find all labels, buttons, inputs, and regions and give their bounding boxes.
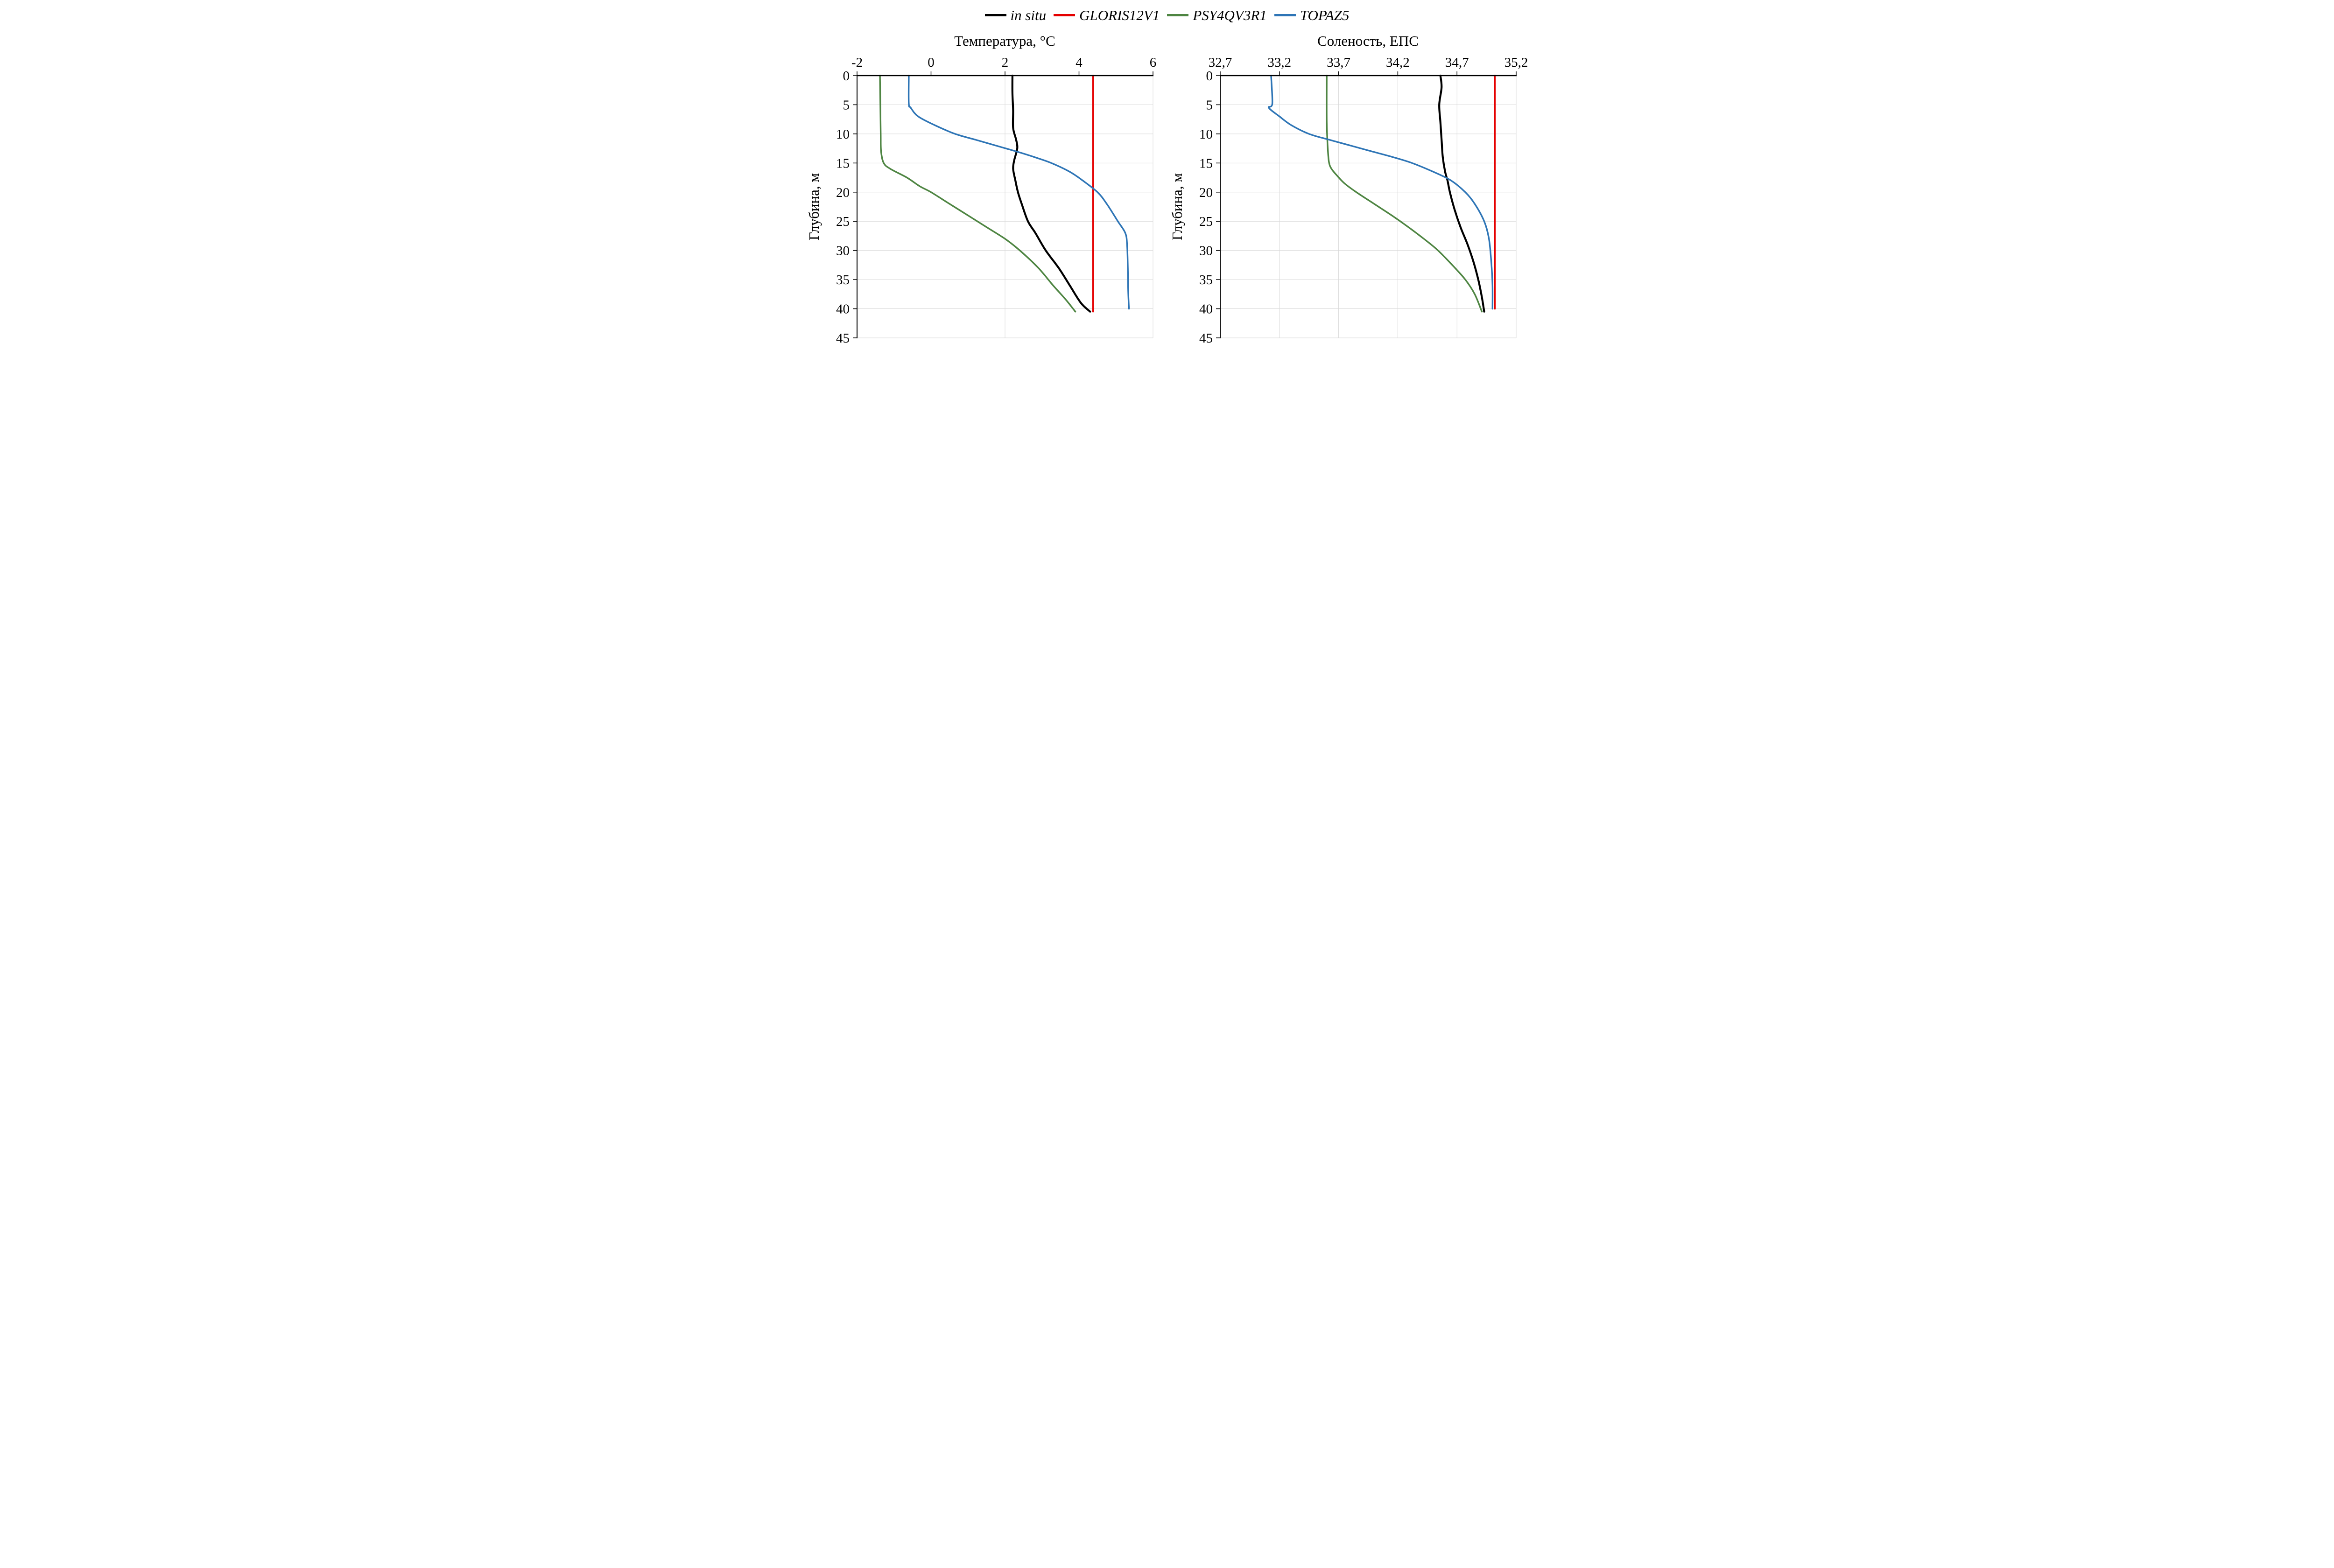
y-tick-label: 45 <box>1199 331 1213 346</box>
figure: in situ GLORIS12V1 PSY4QV3R1 TOPAZ5 Темп… <box>801 0 1533 360</box>
legend-line-swatch <box>1167 14 1189 16</box>
x-tick-label: 35,2 <box>1504 55 1528 70</box>
x-tick-label: 4 <box>1076 55 1083 70</box>
y-tick-label: 15 <box>836 156 850 171</box>
x-tick-label: 33,2 <box>1267 55 1291 70</box>
x-tick-label: 34,2 <box>1386 55 1410 70</box>
y-tick-label: 10 <box>836 127 850 142</box>
legend-item-in-situ: in situ <box>984 7 1047 23</box>
charts-row: Температура, °C Глубина, м -2 0 2 4 6 0 5 10 15 2… <box>802 29 1533 356</box>
y-tick-label: 40 <box>1199 302 1213 317</box>
y-tick-label: 5 <box>1206 98 1213 112</box>
y-tick-label: 25 <box>1199 214 1213 229</box>
legend-item-psy4qv3r1: PSY4QV3R1 <box>1167 7 1267 23</box>
legend-item-label: PSY4QV3R1 <box>1193 7 1267 23</box>
x-tick-label: 0 <box>928 55 935 70</box>
legend: in situ GLORIS12V1 PSY4QV3R1 TOPAZ5 <box>802 1 1533 29</box>
salinity-plot-area: 32,7 33,2 33,7 34,2 34,7 35,2 0 5 10 15 20 25 30 35 40… <box>1199 55 1528 346</box>
x-tick-label: 34,7 <box>1445 55 1469 70</box>
temperature-axis-title: Температура, °C <box>954 33 1055 49</box>
y-tick-label: 5 <box>843 98 850 112</box>
y-tick-label: 20 <box>1199 185 1213 200</box>
y-tick-label: 35 <box>836 273 850 287</box>
series-line-in-situ <box>1011 74 1091 313</box>
legend-item-label: GLORIS12V1 <box>1079 7 1160 23</box>
series-line-topaz5 <box>907 75 1130 310</box>
y-tick-label: 0 <box>843 69 850 84</box>
series-line-topaz5 <box>1267 75 1493 310</box>
x-tick-label: 6 <box>1149 55 1156 70</box>
y-tick-label: 35 <box>1199 273 1213 287</box>
legend-item-label: TOPAZ5 <box>1300 7 1350 23</box>
x-tick-label: 2 <box>1001 55 1008 70</box>
legend-item-gloris12v1: GLORIS12V1 <box>1054 8 1160 22</box>
legend-item-topaz5: TOPAZ5 <box>1274 8 1350 22</box>
x-tick-label: -2 <box>851 55 862 70</box>
y-tick-label: 10 <box>1199 127 1213 142</box>
y-tick-label: 45 <box>836 331 850 346</box>
legend-line-swatch <box>1274 14 1296 16</box>
legend-item-label: in situ <box>1010 7 1047 23</box>
y-tick-label: 20 <box>836 185 850 200</box>
y-tick-label: 30 <box>1199 244 1213 259</box>
y-tick-label: 25 <box>836 214 850 229</box>
series-line-psy4qv3r1 <box>879 75 1076 313</box>
salinity-axis-title: Соленость, ЕПС <box>1317 33 1419 49</box>
legend-line-swatch <box>984 14 1006 16</box>
salinity-chart: Соленость, ЕПС Глубина, м 32,7 33,2 33,7 34… <box>1165 29 1528 356</box>
series-line-in-situ <box>1438 74 1485 313</box>
x-tick-label: 32,7 <box>1208 55 1232 70</box>
temperature-chart: Температура, °C Глубина, м -2 0 2 4 6 0 5 10 15 2… <box>802 29 1165 356</box>
x-tick-label: 33,7 <box>1327 55 1350 70</box>
series-line-psy4qv3r1 <box>1325 75 1483 313</box>
y-tick-label: 0 <box>1206 69 1213 84</box>
y-tick-label: 30 <box>836 244 850 259</box>
y-tick-label: 15 <box>1199 156 1213 171</box>
legend-line-swatch <box>1054 14 1076 16</box>
y-tick-label: 40 <box>836 302 850 317</box>
